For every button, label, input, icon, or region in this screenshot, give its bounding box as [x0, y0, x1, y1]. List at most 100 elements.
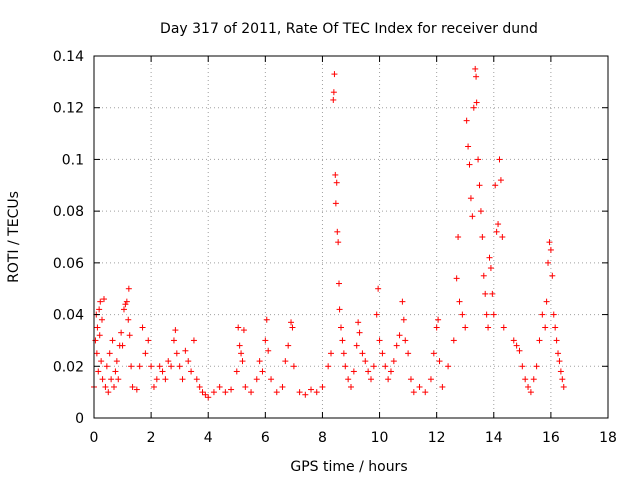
data-point — [330, 89, 337, 96]
data-point — [455, 234, 462, 240]
data-point — [390, 358, 397, 365]
data-point — [145, 337, 152, 344]
data-point — [500, 324, 507, 331]
data-point — [367, 376, 374, 383]
data-point — [527, 389, 534, 396]
data-point — [153, 376, 160, 383]
data-point — [473, 99, 480, 106]
data-point — [118, 329, 125, 336]
data-point — [313, 389, 320, 396]
data-point — [555, 350, 562, 357]
data-point — [120, 306, 127, 313]
data-point — [205, 394, 212, 401]
data-point — [242, 383, 249, 390]
y-axis-label: ROTI / TECUs — [6, 191, 22, 283]
data-point — [142, 350, 149, 357]
data-point — [331, 71, 338, 78]
data-point — [393, 342, 400, 349]
data-point — [487, 265, 494, 272]
data-point — [148, 363, 155, 370]
data-point — [456, 298, 463, 305]
data-point — [98, 316, 105, 323]
data-point — [489, 290, 496, 297]
data-point — [113, 358, 120, 365]
data-point — [370, 363, 377, 370]
data-point — [470, 104, 477, 111]
data-point — [168, 363, 175, 370]
data-point — [95, 368, 102, 375]
data-point — [476, 182, 483, 189]
data-point — [273, 389, 280, 396]
data-point — [98, 358, 105, 365]
x-axis-label: GPS time / hours — [290, 459, 407, 475]
data-point — [159, 368, 166, 375]
data-point — [510, 337, 517, 344]
data-point — [109, 337, 116, 344]
data-point — [268, 376, 275, 383]
data-point — [375, 285, 382, 292]
data-point — [340, 350, 347, 357]
data-point — [328, 350, 335, 357]
data-point — [103, 363, 110, 370]
data-point — [262, 337, 269, 344]
data-point — [330, 96, 337, 103]
data-point — [325, 363, 332, 370]
data-point — [193, 376, 200, 383]
data-point — [485, 324, 492, 331]
data-point — [105, 389, 112, 396]
data-point — [445, 363, 452, 370]
data-point — [290, 363, 297, 370]
data-point — [427, 376, 434, 383]
data-point — [469, 213, 476, 220]
data-point — [559, 376, 566, 383]
data-point — [96, 306, 103, 313]
data-point — [233, 368, 240, 375]
data-point — [382, 363, 389, 370]
data-point — [256, 358, 263, 365]
x-tick-label: 14 — [485, 430, 503, 446]
data-point — [459, 311, 466, 318]
data-point — [530, 376, 537, 383]
data-point — [550, 311, 557, 318]
data-point — [453, 275, 460, 282]
data-point — [282, 358, 289, 365]
data-point — [279, 383, 286, 390]
data-point — [170, 337, 177, 344]
y-tick-label: 0.12 — [53, 101, 84, 117]
data-point — [492, 182, 499, 189]
data-point — [336, 306, 343, 313]
data-point — [387, 368, 394, 375]
data-point — [462, 324, 469, 331]
data-point — [525, 383, 532, 390]
data-point — [422, 389, 429, 396]
data-point — [519, 363, 526, 370]
data-point — [240, 327, 247, 334]
data-point — [473, 73, 480, 80]
data-point — [416, 383, 423, 390]
data-point — [335, 239, 342, 246]
data-point — [539, 311, 546, 318]
data-point — [400, 316, 407, 323]
data-point — [100, 296, 107, 303]
data-point — [405, 350, 412, 357]
data-point — [156, 363, 163, 370]
data-point — [125, 316, 132, 323]
data-point — [222, 389, 229, 396]
data-point — [542, 324, 549, 331]
data-point — [339, 337, 346, 344]
data-point — [436, 358, 443, 365]
data-point — [353, 342, 360, 349]
data-point — [472, 65, 479, 72]
y-tick-label: 0.08 — [53, 204, 84, 220]
data-point — [430, 350, 437, 357]
grid-lines — [94, 56, 608, 418]
data-point — [435, 316, 442, 323]
data-point — [125, 285, 132, 292]
data-point — [350, 368, 357, 375]
data-point — [139, 324, 146, 331]
data-point — [536, 337, 543, 344]
y-tick-label: 0.1 — [62, 152, 84, 168]
data-point — [466, 161, 473, 168]
data-point — [379, 350, 386, 357]
data-point — [465, 143, 472, 150]
